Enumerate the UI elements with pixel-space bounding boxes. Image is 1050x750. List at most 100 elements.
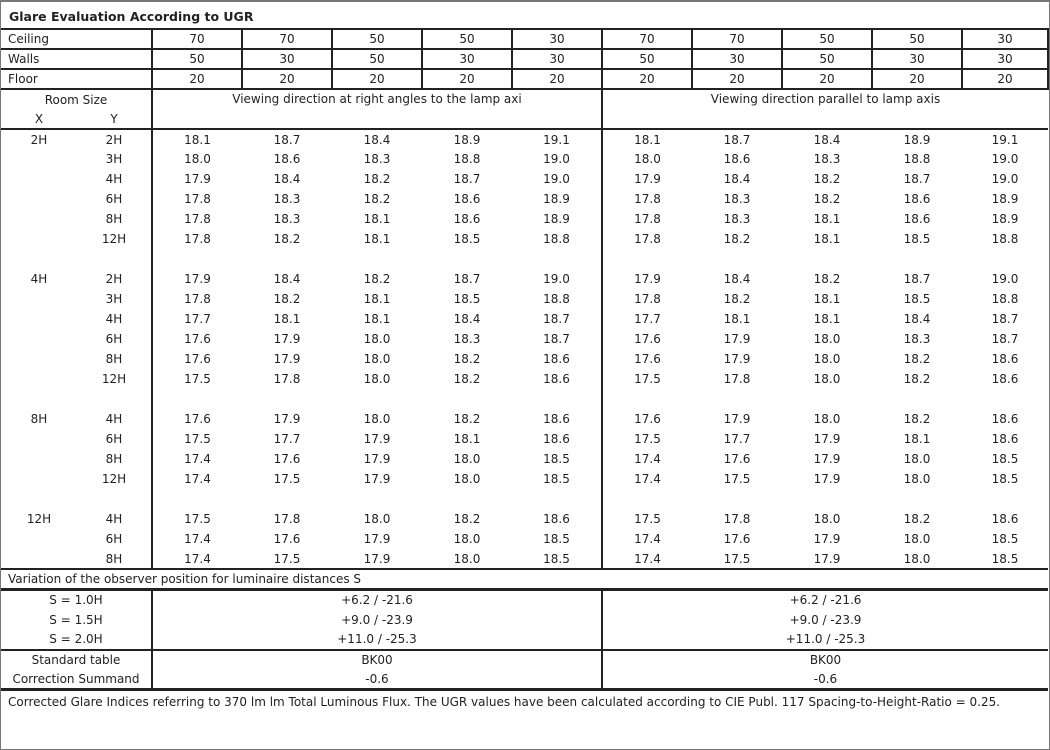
- variation-row: S = 1.5H +9.0 / -23.9 +9.0 / -23.9: [1, 609, 1048, 630]
- ugr-value: 18.0: [813, 352, 841, 366]
- reflectance-label: Floor: [1, 68, 153, 90]
- ugr-value: 18.8: [903, 152, 931, 166]
- ugr-value: 17.8: [723, 372, 751, 386]
- ugr-value: 18.5: [991, 532, 1019, 546]
- ugr-value: 17.6: [723, 532, 751, 546]
- ugr-value: 18.2: [903, 352, 931, 366]
- room-y: 6H: [105, 432, 123, 446]
- ugr-value: 18.7: [903, 172, 931, 186]
- ugr-row: 4H 17.9 18.4 18.2 18.7 19.0 17.9 18.4 18.2 18.7 19…: [1, 169, 1048, 189]
- ugr-value: 18.6: [453, 212, 481, 226]
- ugr-value: 17.4: [601, 529, 692, 549]
- ugr-value: 18.2: [453, 412, 481, 426]
- ugr-value: 18.0: [363, 512, 391, 526]
- variation-s-label: S = 1.5H: [49, 612, 103, 627]
- ugr-value: 19.0: [543, 172, 570, 186]
- room-x: [1, 469, 77, 489]
- ugr-value: 18.0: [363, 352, 391, 366]
- ugr-value: 18.8: [543, 292, 570, 306]
- ugr-value: 17.8: [601, 189, 692, 209]
- room-x: 4H: [30, 272, 48, 286]
- ugr-value: 18.0: [363, 332, 391, 346]
- ugr-value: 18.2: [813, 172, 841, 186]
- page-title: Glare Evaluation According to UGR: [9, 9, 254, 24]
- spacer-row: [1, 249, 1048, 269]
- ugr-value: 18.3: [723, 212, 751, 226]
- ugr-value: 17.9: [363, 551, 391, 566]
- variation-header-row: Variation of the observer position for l…: [1, 568, 1048, 590]
- reflectance-value: 20: [782, 68, 873, 90]
- ugr-value: 17.6: [151, 349, 242, 369]
- room-x: 2H: [1, 128, 77, 149]
- ugr-value: 18.2: [813, 192, 841, 206]
- ugr-row: 8H 17.4 17.5 17.9 18.0 18.5 17.4 17.5 17.9 18.0 18…: [1, 549, 1048, 569]
- room-y: 6H: [105, 332, 123, 346]
- ugr-value: 18.0: [903, 551, 931, 566]
- ugr-value: 18.1: [151, 128, 242, 149]
- ugr-value: 18.9: [872, 128, 962, 149]
- ugr-value: 18.3: [723, 192, 751, 206]
- correction-summand-parallel: -0.6: [601, 669, 1048, 690]
- ugr-value: 17.9: [813, 532, 841, 546]
- reflectance-value: 70: [152, 28, 243, 50]
- room-y: 8H: [105, 352, 123, 366]
- ugr-value: 18.5: [453, 292, 481, 306]
- room-y: 12H: [101, 232, 127, 246]
- ugr-value: 18.7: [543, 312, 570, 326]
- room-y: 2H: [105, 272, 123, 286]
- variation-right: +9.0 / -23.9: [151, 609, 602, 630]
- ugr-value: 17.9: [723, 412, 751, 426]
- ugr-value: 17.7: [273, 432, 301, 446]
- ugr-value: 18.5: [991, 472, 1019, 486]
- room-x: [1, 529, 77, 549]
- ugr-value: 18.9: [422, 128, 512, 149]
- ugr-value: 17.5: [273, 551, 301, 566]
- ugr-value: 18.4: [782, 128, 872, 149]
- ugr-row: 12H 17.8 18.2 18.1 18.5 18.8 17.8 18.2 18.1 18.5 1…: [1, 229, 1048, 249]
- ugr-value: 18.4: [723, 172, 751, 186]
- ugr-row: 8H 17.8 18.3 18.1 18.6 18.9 17.8 18.3 18.1 18.6 18…: [1, 209, 1048, 229]
- ugr-value: 18.8: [453, 152, 481, 166]
- room-y: 4H: [105, 172, 123, 186]
- room-size-label: Room Size: [44, 92, 108, 107]
- ugr-value: 17.9: [151, 169, 242, 189]
- ugr-value: 18.3: [453, 332, 481, 346]
- ugr-row: 6H 17.8 18.3 18.2 18.6 18.9 17.8 18.3 18.2 18.6 18…: [1, 189, 1048, 209]
- ugr-value: 18.0: [363, 412, 391, 426]
- ugr-value: 17.4: [151, 469, 242, 489]
- reflectance-value: 70: [602, 28, 693, 50]
- ugr-value: 18.1: [363, 232, 391, 246]
- room-size-header-row: Room Size Viewing direction at right angl…: [1, 89, 1048, 129]
- ugr-value: 18.1: [813, 292, 841, 306]
- room-x: [1, 289, 77, 309]
- spacer: [1, 389, 152, 409]
- room-y: 8H: [105, 212, 123, 226]
- room-y: 8H: [105, 551, 123, 566]
- reflectance-value: 20: [962, 68, 1049, 90]
- ugr-value: 17.9: [363, 472, 391, 486]
- ugr-value: 19.0: [991, 152, 1019, 166]
- room-y: 12H: [101, 372, 127, 386]
- ugr-value: 18.1: [903, 432, 931, 446]
- room-y: 2H: [77, 128, 152, 149]
- ugr-value: 17.4: [601, 469, 692, 489]
- reflectance-value: 20: [422, 68, 513, 90]
- variation-s-label: S = 1.0H: [1, 588, 152, 610]
- ugr-value: 17.6: [151, 409, 242, 429]
- ugr-value: 18.0: [601, 149, 692, 169]
- room-y: 3H: [105, 292, 123, 306]
- ugr-value: 17.6: [151, 329, 242, 349]
- reflectance-value: 20: [692, 68, 783, 90]
- ugr-value: 17.5: [151, 369, 242, 389]
- ugr-value: 18.4: [453, 312, 481, 326]
- ugr-value: 18.7: [991, 312, 1019, 326]
- ugr-value: 18.5: [903, 232, 931, 246]
- ugr-value: 17.7: [151, 309, 242, 329]
- ugr-value: 18.5: [543, 452, 570, 466]
- ugr-table: Ceiling 70 70 50 50 30 70 70 50 50 30 Walls 50 30 50 30…: [1, 28, 1049, 750]
- spacer: [601, 249, 1048, 269]
- reflectance-value: 20: [872, 68, 963, 90]
- ugr-value: 18.3: [813, 152, 841, 166]
- correction-summand-right: -0.6: [151, 669, 602, 690]
- ugr-value: 18.9: [543, 212, 570, 226]
